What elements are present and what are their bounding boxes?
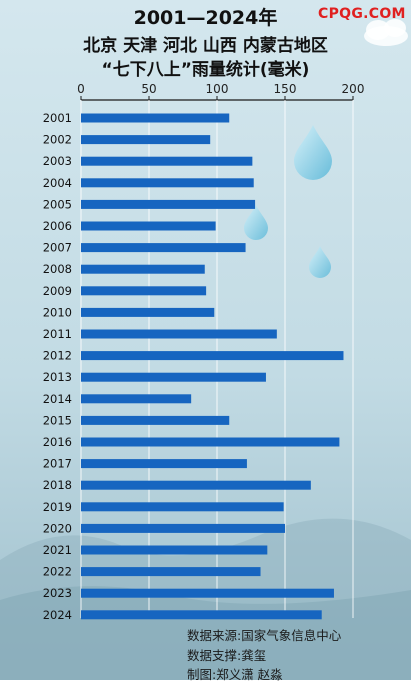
bar — [81, 199, 256, 209]
bar — [81, 394, 192, 404]
x-tick-label: 50 — [141, 82, 156, 96]
bar — [81, 221, 216, 231]
bar — [81, 329, 277, 339]
bar — [81, 307, 215, 317]
data-source: 数据来源:国家气象信息中心 — [187, 628, 342, 643]
category-label: 2002 — [43, 133, 72, 147]
category-label: 2003 — [43, 154, 72, 168]
data-support: 数据支撑:龚玺 — [187, 648, 267, 663]
bar — [81, 523, 285, 533]
category-label: 2019 — [43, 500, 72, 514]
bar — [81, 372, 266, 382]
category-label: 2020 — [43, 521, 72, 535]
chart-credits: 制图:郑义潇 赵淼 — [187, 667, 283, 682]
category-label: 2007 — [43, 241, 72, 255]
category-label: 2006 — [43, 219, 72, 233]
bar — [81, 264, 205, 274]
category-label: 2024 — [43, 608, 72, 622]
bar — [81, 588, 334, 598]
bar — [81, 351, 344, 361]
bar — [81, 178, 254, 188]
bar — [81, 502, 284, 512]
bar — [81, 437, 340, 447]
raindrop-icon — [294, 125, 332, 180]
category-label: 2009 — [43, 284, 72, 298]
bar — [81, 480, 311, 490]
x-tick-label: 150 — [274, 82, 297, 96]
category-label: 2008 — [43, 262, 72, 276]
bar — [81, 415, 230, 425]
bar — [81, 286, 207, 296]
category-label: 2010 — [43, 305, 72, 319]
x-tick-label: 200 — [342, 82, 365, 96]
bar — [81, 243, 246, 253]
category-label: 2022 — [43, 565, 72, 579]
category-label: 2013 — [43, 370, 72, 384]
category-label: 2014 — [43, 392, 72, 406]
category-label: 2012 — [43, 349, 72, 363]
raindrop-icon — [244, 205, 268, 240]
category-label: 2015 — [43, 413, 72, 427]
bar — [81, 567, 261, 577]
bar — [81, 156, 253, 166]
site-logo: CPQG.COM — [318, 6, 406, 22]
bar — [81, 610, 322, 620]
category-label: 2011 — [43, 327, 72, 341]
x-tick-label: 100 — [206, 82, 229, 96]
category-label: 2016 — [43, 435, 72, 449]
title-years: 2001—2024年 — [133, 7, 278, 29]
category-label: 2001 — [43, 111, 72, 125]
bar — [81, 459, 247, 469]
category-label: 2004 — [43, 176, 72, 190]
cloud-icon — [364, 19, 408, 46]
raindrop-icon — [309, 246, 331, 278]
bar — [81, 113, 230, 123]
bar — [81, 135, 211, 145]
category-label: 2005 — [43, 197, 72, 211]
title-regions: 北京 天津 河北 山西 内蒙古地区 — [83, 36, 328, 56]
x-tick-label: 0 — [77, 82, 85, 96]
bar — [81, 545, 268, 555]
category-label: 2017 — [43, 457, 72, 471]
category-label: 2021 — [43, 543, 72, 557]
category-label: 2023 — [43, 586, 72, 600]
category-label: 2018 — [43, 478, 72, 492]
chart-title: “七下八上”雨量统计(毫米) — [101, 60, 310, 80]
